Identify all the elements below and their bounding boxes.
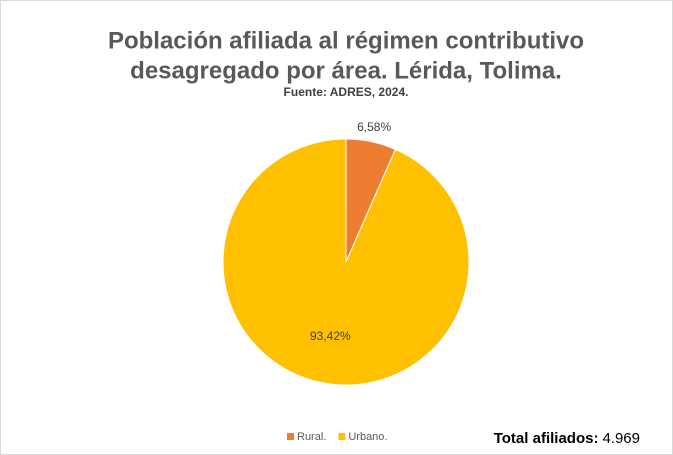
- total-label: Total afiliados:: [494, 430, 599, 447]
- total-value: 4.969: [602, 430, 640, 447]
- legend-swatch: [338, 433, 346, 440]
- chart-subtitle: Fuente: ADRES, 2024.: [284, 85, 409, 99]
- legend-label: Rural.: [297, 431, 326, 443]
- data-label: 93,42%: [310, 329, 351, 343]
- total-annotation: Total afiliados: 4.969: [494, 430, 640, 447]
- chart-title-line: Población afiliada al régimen contributi…: [108, 27, 584, 54]
- chart-title-line: desagregado por área. Lérida, Tolima.: [130, 57, 562, 84]
- data-label: 6,58%: [357, 120, 391, 134]
- pie-slice: [222, 138, 470, 386]
- legend-swatch: [287, 433, 294, 440]
- legend-label: Urbano.: [348, 431, 387, 443]
